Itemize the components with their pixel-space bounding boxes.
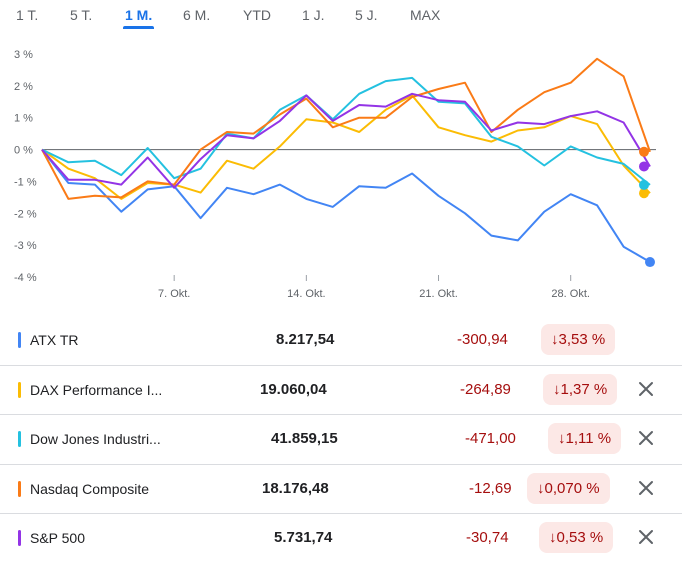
remove-row-button[interactable] — [636, 478, 656, 498]
row-name: DAX Performance I... — [30, 381, 163, 398]
tab-label: 1 M. — [125, 7, 153, 23]
row-percent-badge: ↓1,11 % — [548, 423, 622, 454]
tab-1-year[interactable]: 1 J. — [302, 7, 325, 23]
row-percent-badge: ↓0,53 % — [539, 522, 614, 553]
row-price: 41.859,15 — [271, 430, 338, 447]
tab-5-days[interactable]: 5 T. — [70, 7, 92, 23]
tab-label: YTD — [243, 7, 271, 23]
row-change: -471,00 — [465, 430, 516, 447]
active-tab-indicator — [123, 26, 155, 29]
row-change: -12,69 — [469, 479, 512, 497]
row-price: 19.060,04 — [260, 380, 327, 398]
row-name: Dow Jones Industri... — [30, 431, 161, 447]
tab-label: 5 T. — [70, 7, 93, 23]
row-name: ATX TR — [30, 332, 79, 348]
series-end-point — [645, 257, 655, 268]
y-tick-label: -1 % — [14, 176, 37, 188]
series-end-point — [639, 179, 649, 190]
tab-6-months[interactable]: 6 M. — [183, 7, 210, 23]
series-line — [41, 76, 651, 186]
y-tick-label: 2 % — [14, 81, 33, 93]
row-change: -300,94 — [457, 331, 508, 348]
row-percent-badge: ↓0,070 % — [527, 472, 610, 504]
series-color-swatch — [18, 530, 21, 546]
tab-1-day[interactable]: 1 T. — [16, 7, 38, 23]
row-price: 5.731,74 — [274, 529, 333, 546]
table-row[interactable]: ATX TR 8.217,54 -300,94 ↓3,53 % — [0, 316, 682, 366]
tab-1-month[interactable]: 1 M. — [123, 7, 155, 29]
tab-label: 5 J. — [355, 7, 378, 23]
series-line — [41, 57, 651, 200]
tab-ytd[interactable]: YTD — [243, 7, 271, 23]
series-line — [41, 94, 651, 200]
table-row[interactable]: S&P 500 5.731,74 -30,74 ↓0,53 % — [0, 514, 682, 564]
table-row[interactable]: Nasdaq Composite 18.176,48 -12,69 ↓0,070… — [0, 465, 682, 514]
row-percent-badge: ↓3,53 % — [541, 324, 616, 355]
series-end-point — [639, 188, 649, 199]
row-name: S&P 500 — [30, 530, 86, 546]
remove-row-button[interactable] — [636, 527, 656, 547]
series-color-swatch — [18, 332, 21, 348]
y-tick-label: -3 % — [14, 240, 37, 252]
series-color-swatch — [18, 381, 21, 398]
series-line — [41, 148, 651, 263]
series-color-swatch — [18, 431, 21, 447]
y-tick-label: 0 % — [14, 145, 33, 157]
y-tick-label: 1 % — [14, 113, 33, 125]
close-icon — [639, 381, 653, 396]
table-row[interactable]: Dow Jones Industri... 41.859,15 -471,00 … — [0, 415, 682, 465]
series-end-point — [639, 161, 649, 172]
time-range-tabs: 1 T. 5 T. 1 M. 6 M. YTD 1 J. 5 J. MAX — [0, 0, 682, 34]
close-icon — [639, 431, 653, 445]
row-change: -264,89 — [460, 380, 511, 398]
series-end-point — [639, 146, 649, 157]
tab-label: MAX — [410, 7, 441, 23]
x-tick-label: 21. Okt. — [419, 288, 458, 300]
tab-5-years[interactable]: 5 J. — [355, 7, 378, 23]
close-icon — [639, 480, 653, 495]
tab-label: 1 J. — [302, 7, 325, 23]
tab-label: 1 T. — [16, 7, 39, 23]
row-change: -30,74 — [466, 529, 509, 546]
row-price: 18.176,48 — [262, 479, 329, 497]
close-icon — [639, 530, 653, 544]
x-tick-label: 7. Okt. — [158, 288, 190, 300]
comparison-line-chart: 3 % 2 % 1 % 0 % -1 % -2 % -3 % -4 % 7. Okt. 14. O… — [14, 49, 656, 300]
row-price: 8.217,54 — [276, 331, 335, 348]
y-tick-label: 3 % — [14, 49, 33, 61]
remove-row-button[interactable] — [636, 379, 656, 399]
tab-max[interactable]: MAX — [410, 7, 440, 23]
y-tick-label: -4 % — [14, 272, 37, 284]
row-name: Nasdaq Composite — [30, 480, 150, 497]
y-tick-label: -2 % — [14, 208, 37, 220]
table-row[interactable]: DAX Performance I... 19.060,04 -264,89 ↓… — [0, 366, 682, 415]
x-tick-label: 14. Okt. — [287, 288, 326, 300]
remove-row-button[interactable] — [636, 428, 656, 448]
series-color-swatch — [18, 480, 21, 497]
x-tick-label: 28. Okt. — [551, 288, 590, 300]
row-percent-badge: ↓1,37 % — [543, 373, 618, 405]
comparison-table: ATX TR 8.217,54 -300,94 ↓3,53 % DAX Perf… — [0, 316, 682, 564]
series-line — [41, 92, 651, 189]
tab-label: 6 M. — [183, 7, 211, 23]
